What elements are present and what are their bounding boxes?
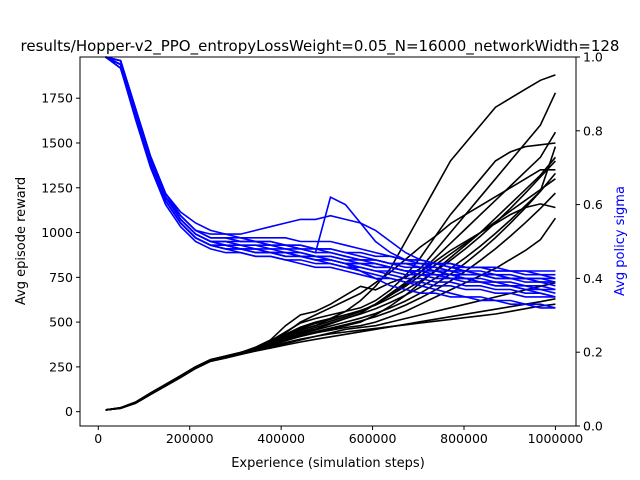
reward-series-line-13: [105, 146, 557, 411]
sigma-series-line-5: [105, 56, 556, 294]
y-left-tick-label: 1250: [41, 180, 73, 195]
reward-series-line-12: [105, 298, 556, 411]
x-tick-label: 200000: [166, 431, 214, 446]
sigma-series-line-8: [105, 56, 556, 309]
series-layer: [105, 56, 557, 411]
y-left-tick-label: 1000: [41, 225, 73, 240]
y-right-tick-label: 0.4: [583, 271, 603, 286]
y-right-tick-label: 0.2: [583, 345, 603, 360]
y-right-tick-label: 1.0: [583, 50, 603, 65]
sigma-series-line-15: [105, 56, 556, 309]
sigma-series-line-10: [105, 56, 556, 298]
y-left-tick-label: 1750: [41, 91, 73, 106]
y-left-tick-label: 0: [65, 404, 73, 419]
x-tick-label: 1000000: [528, 431, 584, 446]
y-left-tick-label: 750: [49, 270, 73, 285]
reward-series-line-2: [105, 74, 556, 411]
x-tick-label: 800000: [440, 431, 488, 446]
ticks-layer: 0 200000 400000 600000 800000 1000000 0 250 500 7…: [41, 50, 603, 447]
sigma-series-line-13: [105, 56, 556, 276]
x-axis-label: Experience (simulation steps): [231, 456, 425, 471]
reward-series-line-7: [105, 281, 556, 411]
reward-series-line-11: [105, 131, 557, 411]
plot-frame: [79, 56, 577, 427]
y-axis-label-right: Avg policy sigma: [613, 186, 628, 296]
x-tick-label: 0: [94, 431, 102, 446]
y-right-tick-label: 0.6: [583, 197, 603, 212]
x-tick-label: 400000: [257, 431, 305, 446]
sigma-series-line-16: [105, 56, 556, 287]
y-axis-label-left: Avg episode reward: [14, 177, 29, 305]
reward-series-line-5: [105, 178, 556, 411]
chart-title: results/Hopper-v2_PPO_entropyLossWeight=…: [21, 37, 620, 56]
sigma-series-line-12: [105, 56, 556, 298]
y-right-tick-label: 0.8: [583, 123, 603, 138]
reward-series-line-1: [105, 92, 557, 411]
sigma-series-line-1: [105, 56, 556, 298]
reward-series-line-16: [105, 172, 557, 411]
reward-series-line-4: [105, 203, 556, 411]
x-tick-label: 600000: [349, 431, 397, 446]
y-left-tick-label: 500: [49, 315, 73, 330]
y-right-tick-label: 0.0: [583, 419, 603, 434]
sigma-series-line-14: [105, 56, 556, 272]
y-left-tick-label: 250: [49, 359, 73, 374]
y-left-tick-label: 1500: [41, 135, 73, 150]
